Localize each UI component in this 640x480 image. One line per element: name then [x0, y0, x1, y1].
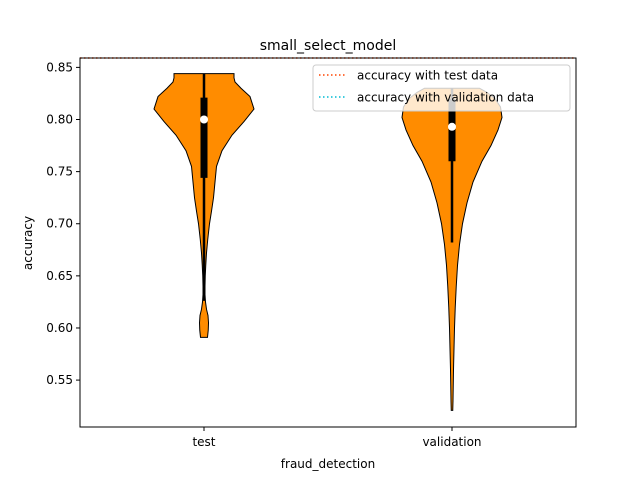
- x-tick-label: test: [192, 435, 215, 449]
- axes-frame: [79, 57, 577, 428]
- y-tick-label: 0.80: [46, 113, 73, 127]
- y-tick-label: 0.85: [46, 60, 73, 74]
- legend-label-1: accuracy with validation data: [357, 91, 534, 105]
- y-tick-label: 0.75: [46, 165, 73, 179]
- plot-area: 0.55 0.60 0.65 0.70 0.75 0.80 0.85 test validati…: [46, 57, 577, 449]
- x-axis-label: fraud_detection: [281, 457, 375, 471]
- median-marker-validation: [448, 122, 456, 131]
- y-axis-label: accuracy: [21, 216, 35, 270]
- legend-label-0: accuracy with test data: [357, 69, 498, 83]
- legend: accuracy with test data accuracy with val…: [312, 64, 571, 112]
- chart-title: small_select_model: [260, 38, 396, 54]
- y-tick-label: 0.55: [46, 373, 73, 387]
- y-tick-label: 0.65: [46, 269, 73, 283]
- legend-box: [312, 64, 571, 112]
- y-tick-label: 0.60: [46, 321, 73, 335]
- y-tick-label: 0.70: [46, 217, 73, 231]
- x-tick-label: validation: [422, 435, 481, 449]
- median-marker-test: [200, 115, 208, 124]
